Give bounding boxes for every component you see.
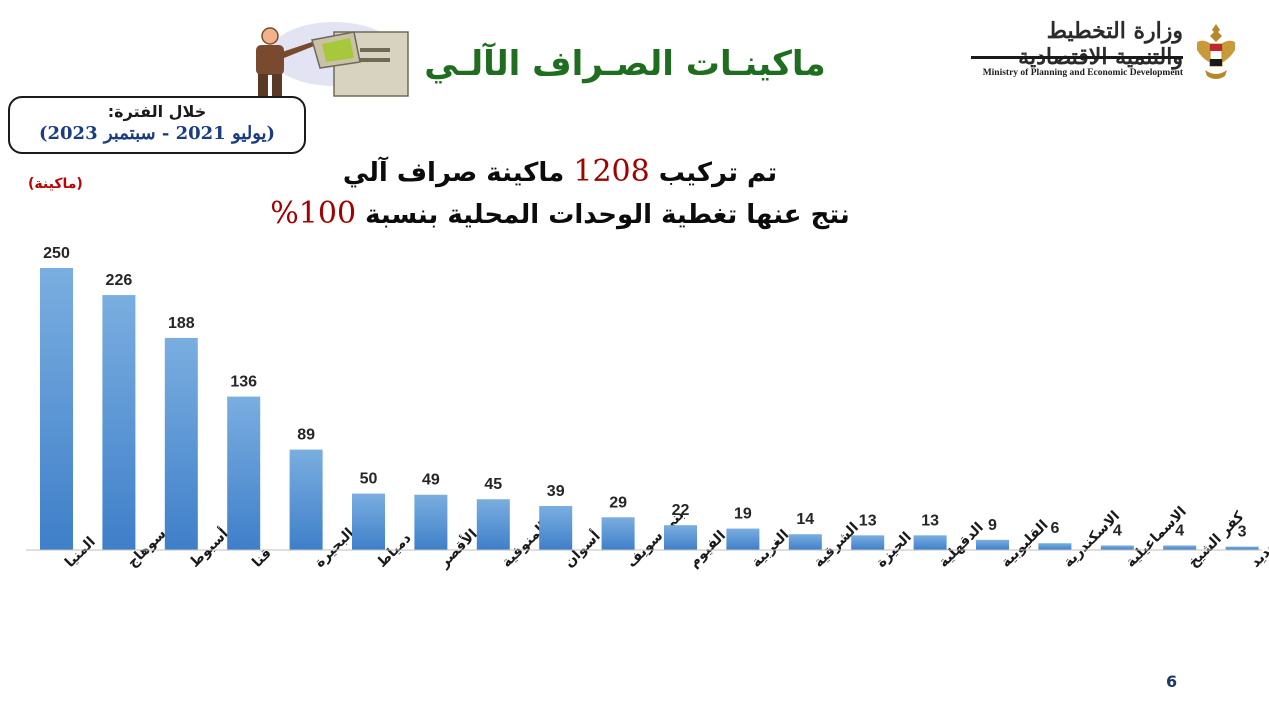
headline-2-before: نتج عنها تغطية الوحدات المحلية بنسبة	[365, 200, 850, 230]
bar-17	[1100, 545, 1134, 550]
bar-19	[1225, 546, 1259, 550]
bar-14	[913, 535, 947, 550]
logo-divider	[971, 56, 1183, 59]
data-label-9: 29	[609, 494, 627, 511]
data-label-1: 226	[106, 272, 133, 289]
bar-6	[414, 494, 448, 550]
data-label-12: 14	[796, 511, 814, 528]
data-label-14: 13	[921, 512, 939, 529]
category-label-19: الوادى الجديد	[1248, 496, 1269, 571]
bar-3	[227, 396, 261, 550]
data-label-5: 50	[360, 471, 378, 488]
data-label-10: 22	[672, 502, 690, 519]
bar-8	[539, 506, 573, 550]
bar-18	[1163, 545, 1197, 550]
bar-9	[601, 517, 635, 550]
headline-line-1: تم تركيب 1208 ماكينة صراف آلي	[150, 154, 970, 189]
bar-15	[976, 539, 1009, 550]
data-label-8: 39	[547, 483, 565, 500]
data-label-17: 4	[1113, 522, 1122, 539]
bar-2	[164, 337, 198, 550]
period-box: خلال الفترة: (يوليو 2021 - سبتمبر 2023)	[8, 96, 306, 154]
ministry-name-en: Ministry of Planning and Economic Develo…	[982, 68, 1183, 78]
page-title: ماكينـات الصـراف الآلـي	[424, 44, 826, 84]
bar-4	[289, 449, 323, 550]
data-label-16: 6	[1050, 520, 1059, 537]
bar-0	[40, 268, 73, 550]
data-label-19: 3	[1238, 524, 1247, 541]
bar-7	[476, 499, 510, 550]
eagle-emblem-icon	[1197, 24, 1235, 79]
headline-1-number: 1208	[573, 154, 650, 189]
data-label-15: 9	[988, 517, 997, 534]
ministry-name-ar: وزارة التخطيط والتنمية الاقتصادية	[1018, 18, 1183, 70]
data-label-3: 136	[230, 374, 257, 391]
data-label-2: 188	[168, 315, 195, 332]
bar-13	[851, 535, 885, 550]
period-value: (يوليو 2021 - سبتمبر 2023)	[10, 123, 304, 144]
headline-2-number: 100%	[270, 196, 357, 231]
headline-1-after: ماكينة صراف آلي	[342, 158, 565, 188]
data-label-0: 250	[43, 245, 70, 262]
page-number: 6	[1166, 672, 1178, 691]
period-label: خلال الفترة:	[107, 102, 207, 121]
unit-label: (ماكينة)	[28, 176, 83, 192]
data-label-18: 4	[1175, 522, 1184, 539]
atm-bar-chart: 250المنيا226سوهاج188أسيوط136قنا89البحيرة…	[26, 245, 1269, 572]
data-label-4: 89	[297, 427, 315, 444]
ministry-logo: وزارة التخطيط والتنمية الاقتصادية Minist…	[971, 10, 1241, 85]
data-label-7: 45	[484, 476, 502, 493]
period-range: (يوليو 2021 - سبتمبر 2023)	[38, 123, 276, 144]
headline-1-before: تم تركيب	[658, 158, 778, 188]
bar-5	[352, 493, 385, 550]
bar-10	[664, 525, 697, 550]
bar-1	[102, 295, 136, 550]
headline-line-2: نتج عنها تغطية الوحدات المحلية بنسبة 100…	[150, 196, 970, 231]
data-label-11: 19	[734, 506, 752, 523]
bar-11	[726, 528, 760, 550]
data-label-6: 49	[422, 472, 440, 489]
atm-illustration	[256, 22, 409, 97]
bar-16	[1038, 543, 1072, 550]
data-label-13: 13	[859, 512, 877, 529]
bar-12	[788, 534, 822, 550]
